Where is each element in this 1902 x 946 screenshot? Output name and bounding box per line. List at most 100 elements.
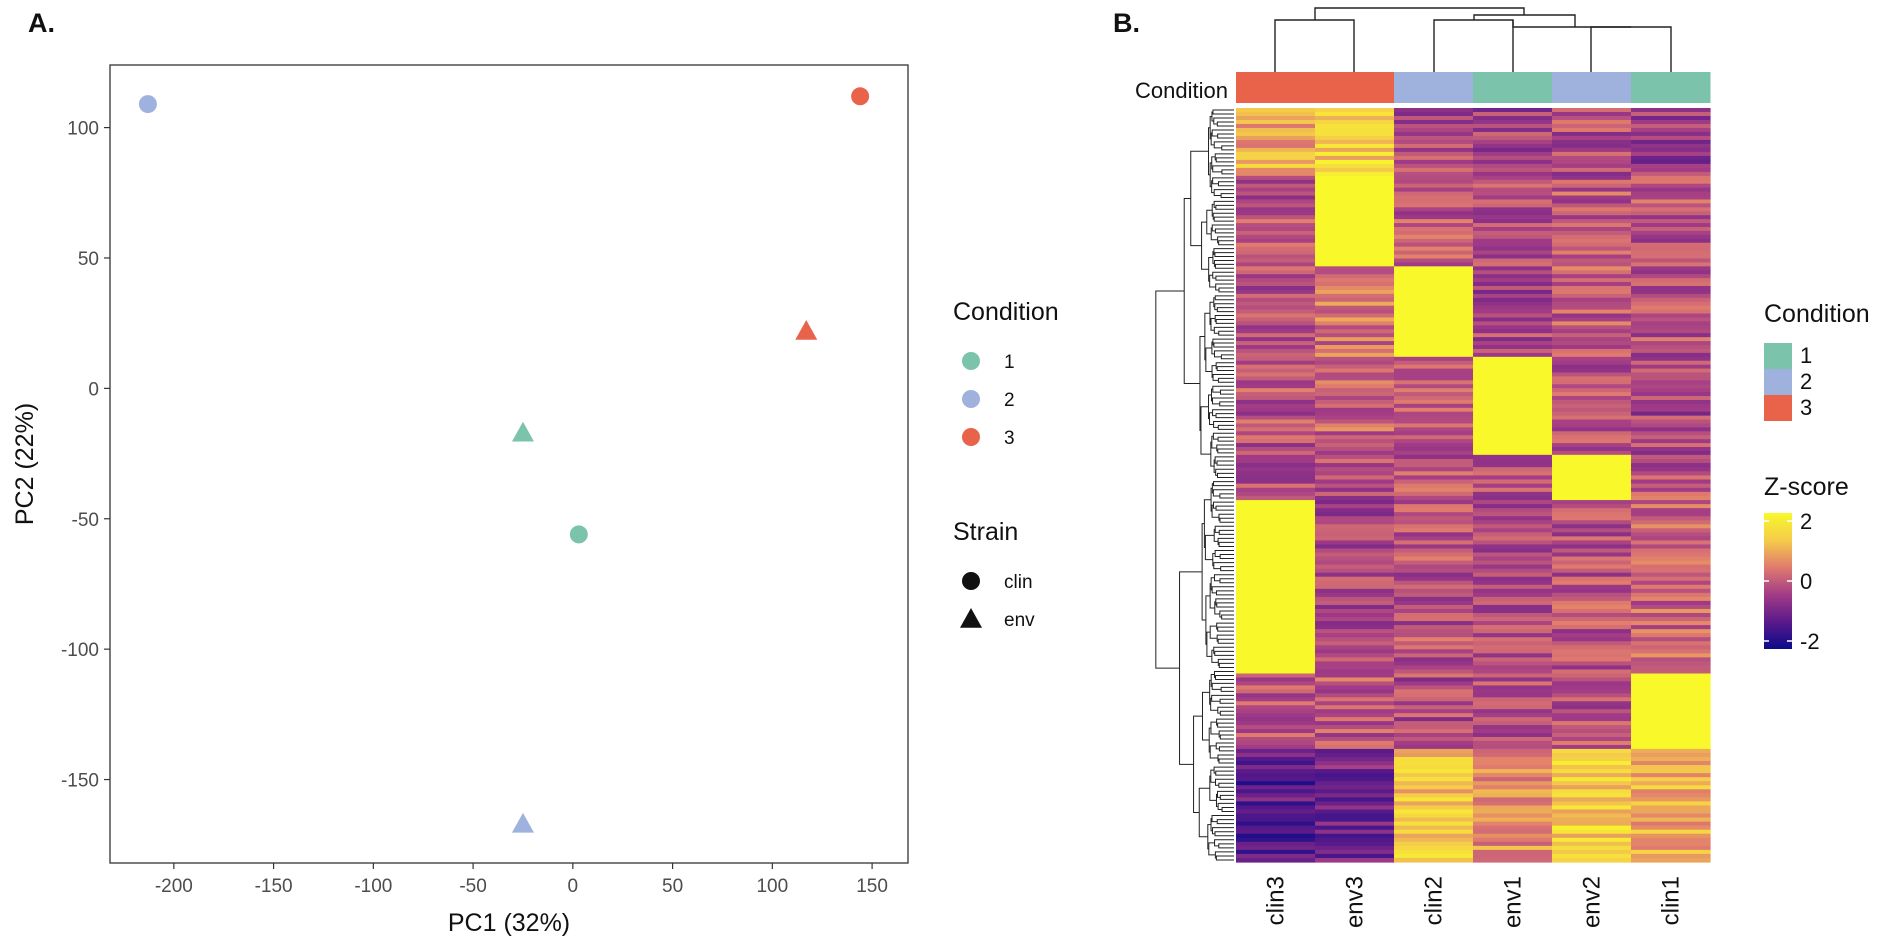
heatmap-cell — [1315, 661, 1395, 667]
heatmap-cell — [1552, 841, 1632, 847]
row-dendrogram-branch — [1213, 216, 1234, 222]
heatmap-cell — [1315, 752, 1395, 758]
heatmap-cell — [1315, 524, 1395, 529]
pca-condition-legend: 1 2 3 — [962, 352, 1015, 449]
heatmap-cell — [1552, 376, 1632, 381]
heatmap-cell — [1473, 829, 1553, 835]
heatmap-cell — [1631, 633, 1711, 638]
heatmap-cell — [1552, 211, 1632, 216]
heatmap-cell — [1473, 151, 1553, 157]
heatmap-cell — [1473, 701, 1553, 706]
heatmap-cell — [1473, 661, 1553, 667]
heatmap-cell — [1552, 435, 1632, 440]
heatmap-cell — [1631, 536, 1711, 542]
row-dendrogram-branch — [1217, 638, 1234, 644]
heatmap-cell — [1236, 341, 1316, 346]
heatmap-cell — [1631, 195, 1711, 201]
heatmap-cell — [1394, 278, 1474, 283]
heatmap-cell — [1473, 837, 1553, 843]
heatmap-cell — [1473, 600, 1553, 606]
row-dendrogram-branch — [1218, 513, 1234, 521]
heatmap-cell — [1473, 673, 1553, 679]
heatmap-cell — [1236, 364, 1316, 370]
heatmap-cell — [1315, 415, 1395, 421]
heatmap-cell — [1394, 262, 1474, 267]
heatmap-cell — [1394, 701, 1474, 706]
heatmap-cell — [1394, 733, 1474, 738]
heatmap-cell — [1552, 781, 1632, 786]
heatmap-cell — [1473, 813, 1553, 819]
heatmap-cell — [1236, 431, 1316, 436]
heatmap-cell — [1394, 384, 1474, 389]
row-dendrogram-branch — [1210, 441, 1215, 467]
heatmap-cell — [1631, 230, 1711, 236]
heatmap-cell — [1394, 629, 1474, 634]
legend-strain-env-label: env — [1004, 610, 1035, 631]
heatmap-legend-condition-3-label: 3 — [1800, 395, 1812, 420]
heatmap-cell — [1473, 274, 1553, 279]
heatmap-cell — [1236, 262, 1316, 267]
heatmap-cell — [1236, 705, 1316, 710]
zscore-legend-ticks: 2 0 -2 — [1764, 509, 1820, 654]
heatmap-cell — [1473, 793, 1553, 798]
heatmap-cell — [1631, 392, 1711, 397]
heatmap-cell — [1631, 372, 1711, 378]
heatmap-cell — [1552, 693, 1632, 698]
heatmap-cell — [1236, 467, 1316, 472]
heatmap-cell — [1315, 195, 1395, 201]
row-dendrogram-branch — [1211, 156, 1216, 170]
heatmap-cell — [1631, 325, 1711, 330]
heatmap-cell — [1631, 293, 1711, 299]
row-dendrogram-branch — [1214, 350, 1234, 358]
heatmap-cell — [1552, 512, 1632, 517]
heatmap-cell — [1473, 608, 1553, 614]
heatmap-cell — [1473, 227, 1553, 232]
heatmap-cell — [1631, 431, 1711, 436]
heatmap-cell — [1315, 364, 1395, 370]
heatmap-cell — [1394, 625, 1474, 630]
heatmap-cell — [1473, 301, 1553, 307]
heatmap-cell — [1394, 372, 1474, 378]
heatmap-cell — [1394, 556, 1474, 562]
heatmap-cell — [1631, 329, 1711, 334]
heatmap-cell — [1473, 329, 1553, 334]
heatmap-cell — [1552, 407, 1632, 413]
heatmap-cell — [1631, 199, 1711, 204]
heatmap-cell — [1552, 179, 1632, 185]
heatmap-cell — [1236, 439, 1316, 444]
heatmap-cell — [1315, 450, 1395, 456]
heatmap-cell — [1394, 399, 1474, 405]
heatmap-cell — [1236, 309, 1316, 315]
heatmap-cell — [1394, 697, 1474, 702]
heatmap-cell — [1552, 556, 1632, 562]
heatmap-cell — [1631, 797, 1711, 803]
heatmap-cell — [1394, 467, 1474, 472]
heatmap-cell — [1236, 195, 1316, 201]
row-dendrogram-branch — [1212, 553, 1216, 567]
heatmap-cell — [1394, 356, 1474, 362]
heatmap-cell — [1236, 352, 1316, 358]
heatmap-cell — [1631, 552, 1711, 558]
heatmap-cell — [1631, 368, 1711, 374]
heatmap-cell — [1236, 637, 1316, 642]
heatmap-cell — [1473, 544, 1553, 550]
heatmap-cell — [1315, 399, 1395, 405]
heatmap-cell — [1631, 403, 1711, 409]
heatmap-cell — [1315, 797, 1395, 803]
heatmap-cell — [1631, 801, 1711, 807]
heatmap-cell — [1315, 744, 1395, 750]
heatmap-cell — [1394, 736, 1474, 742]
heatmap-cell — [1394, 219, 1474, 224]
heatmap-cell — [1394, 167, 1474, 173]
heatmap-cell — [1236, 396, 1316, 401]
row-dendrogram-branch — [1214, 650, 1234, 656]
heatmap-cell — [1631, 167, 1711, 173]
heatmap-cell — [1631, 520, 1711, 525]
heatmap-cell — [1315, 841, 1395, 847]
row-dendrogram-branch — [1217, 133, 1234, 139]
heatmap-cell — [1473, 849, 1553, 855]
heatmap-cell — [1552, 388, 1632, 393]
heatmap-cell — [1315, 274, 1395, 279]
row-dendrogram-branch — [1216, 460, 1234, 466]
pca-point-clin3 — [851, 87, 870, 106]
